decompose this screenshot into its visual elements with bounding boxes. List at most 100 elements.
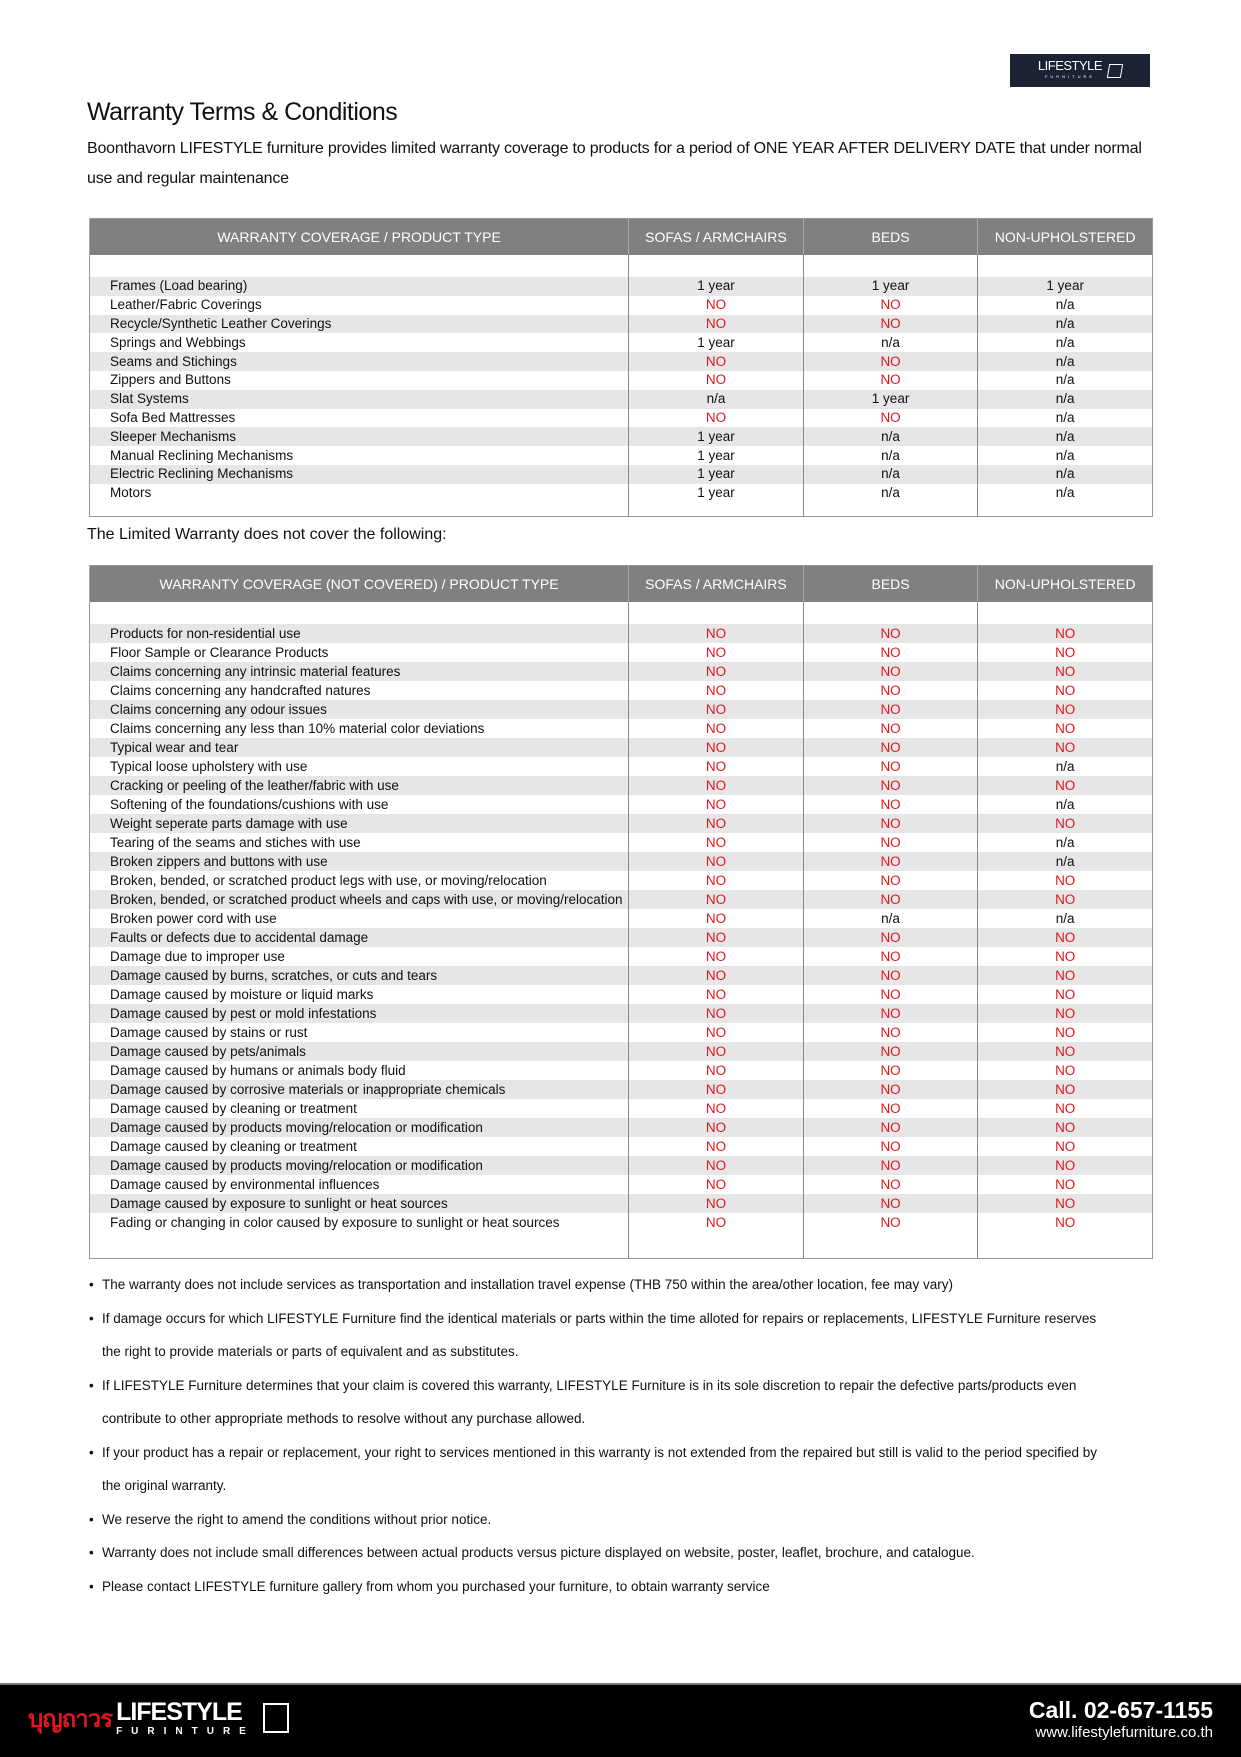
coverage-cell: NO [977, 1156, 1153, 1175]
row-label: Springs and Webbings [110, 334, 246, 350]
row-label: Tearing of the seams and stiches with us… [110, 834, 361, 850]
table-row: Frames (Load bearing) 1 year 1 year 1 year [89, 277, 1153, 296]
row-label: Damage caused by burns, scratches, or cu… [89, 966, 629, 985]
not-covered-heading: The Limited Warranty does not cover the … [87, 526, 447, 543]
coverage-cell: NO [802, 1042, 978, 1061]
coverage-cell: NO [802, 295, 978, 315]
coverage-cell: NO [977, 681, 1153, 700]
table-row: Claims concerning any odour issues NO NO NO [89, 700, 1153, 719]
coverage-cell: NO [802, 643, 978, 662]
coverage-cell: NO [628, 700, 804, 719]
coverage-cell: NO [977, 871, 1153, 890]
note-item: Warranty does not include small differen… [89, 1536, 1159, 1570]
footer: บุญถาวร LIFESTYLE FURINTURE Call. 02-657-… [0, 1683, 1241, 1757]
row-label: Damage caused by environmental influence… [110, 1176, 380, 1192]
table-row: Damage caused by products moving/relocat… [89, 1118, 1153, 1137]
footer-thai-brand: บุญถาวร [28, 1706, 113, 1733]
coverage-cell: NO [628, 1194, 804, 1213]
coverage-cell: NO [977, 966, 1153, 985]
coverage-cell: 1 year [802, 277, 978, 296]
coverage-cell: n/a [628, 389, 804, 409]
table-header-row: WARRANTY COVERAGE / PRODUCT TYPE SOFAS / … [88, 218, 1153, 255]
coverage-cell: NO [802, 833, 978, 852]
row-label: Zippers and Buttons [110, 372, 231, 388]
coverage-cell: NO [628, 1061, 804, 1080]
coverage-cell: n/a [977, 757, 1153, 776]
table-row: Claims concerning any intrinsic material… [89, 662, 1153, 681]
note-text: Warranty does not include small differen… [102, 1545, 975, 1560]
coverage-cell: NO [802, 1213, 978, 1232]
note-item: We reserve the right to amend the condit… [89, 1503, 1159, 1537]
row-label: Leather/Fabric Coverings [110, 297, 262, 313]
coverage-cell: NO [977, 643, 1153, 662]
coverage-cell: NO [977, 928, 1153, 947]
coverage-table: WARRANTY COVERAGE / PRODUCT TYPE SOFAS / … [88, 218, 1153, 517]
coverage-cell: n/a [977, 352, 1153, 371]
row-label: Damage caused by pets/animals [89, 1042, 629, 1061]
coverage-cell: NO [802, 871, 978, 890]
table-row: Damage caused by cleaning or treatment NO… [90, 1099, 1153, 1118]
column-header: WARRANTY COVERAGE (NOT COVERED) / PRODUC… [88, 565, 629, 602]
row-label: Fading or changing in color caused by ex… [110, 1214, 560, 1230]
table-row: Damage caused by burns, scratches, or cu… [89, 966, 1153, 985]
row-label: Damage caused by humans or animals body … [110, 1062, 406, 1078]
table-row: Seams and Stichings NO NO n/a [89, 352, 1153, 371]
notes-list: The warranty does not include services a… [89, 1268, 1159, 1603]
coverage-cell: NO [628, 314, 804, 334]
footer-website[interactable]: www.lifestylefurniture.co.th [1035, 1724, 1213, 1741]
row-label: Damage caused by pest or mold infestatio… [89, 1004, 629, 1023]
column-header: SOFAS / ARMCHAIRS [628, 565, 804, 602]
row-label: Claims concerning any handcrafted nature… [110, 682, 371, 698]
coverage-cell: 1 year [628, 483, 804, 503]
coverage-cell: NO [802, 1004, 978, 1023]
coverage-cell: n/a [802, 483, 978, 503]
page-title: Warranty Terms & Conditions [87, 98, 398, 126]
coverage-cell: NO [628, 966, 804, 985]
row-label: Damage caused by exposure to sunlight or… [89, 1194, 629, 1213]
column-header: SOFAS / ARMCHAIRS [628, 218, 804, 255]
row-label: Damage caused by products moving/relocat… [89, 1118, 629, 1137]
table-row: Tearing of the seams and stiches with us… [90, 833, 1153, 852]
row-label: Floor Sample or Clearance Products [110, 644, 329, 660]
row-label: Faults or defects due to accidental dama… [89, 928, 629, 947]
row-label: Manual Reclining Mechanisms [110, 447, 294, 463]
coverage-cell: NO [977, 719, 1153, 738]
coverage-cell: NO [628, 1042, 804, 1061]
coverage-cell: NO [802, 738, 978, 757]
coverage-cell: NO [802, 1156, 978, 1175]
coverage-cell: NO [977, 662, 1153, 681]
note-item: The warranty does not include services a… [89, 1268, 1159, 1302]
table-row: Weight seperate parts damage with use NO N… [89, 814, 1153, 833]
coverage-cell: NO [628, 1213, 804, 1232]
table-row: Motors 1 year n/a n/a [90, 483, 1153, 503]
coverage-cell: n/a [977, 370, 1153, 390]
footer-brand: LIFESTYLE [116, 1698, 243, 1726]
coverage-cell: NO [802, 985, 978, 1004]
row-label: Damage caused by cleaning or treatment [110, 1138, 357, 1154]
coverage-cell: 1 year [802, 389, 978, 409]
coverage-cell: NO [802, 814, 978, 833]
coverage-cell: NO [628, 909, 804, 928]
coverage-cell: NO [628, 370, 804, 390]
coverage-cell: n/a [977, 464, 1153, 484]
row-label: Broken power cord with use [110, 910, 277, 926]
row-label: Softening of the foundations/cushions wi… [110, 796, 389, 812]
coverage-cell: NO [977, 985, 1153, 1004]
row-label: Sofa Bed Mattresses [110, 409, 236, 425]
row-label: Sleeper Mechanisms [89, 427, 629, 447]
row-label: Claims concerning any less than 10% mate… [110, 720, 485, 736]
table-row: Sleeper Mechanisms 1 year n/a n/a [89, 427, 1153, 447]
row-label: Motors [110, 485, 152, 501]
coverage-cell: NO [802, 776, 978, 795]
row-label: Electric Reclining Mechanisms [89, 464, 629, 484]
coverage-cell: NO [628, 624, 804, 643]
intro-text: Boonthavorn LIFESTYLE furniture provides… [87, 140, 1142, 187]
coverage-cell: NO [977, 1194, 1153, 1213]
row-label: Products for non-residential use [89, 624, 629, 643]
coverage-cell: NO [628, 947, 804, 966]
table-row: Damage caused by cleaning or treatment NO… [90, 1137, 1153, 1156]
footer-phone: Call. 02-657-1155 [1028, 1697, 1213, 1723]
note-text: The warranty does not include services a… [102, 1277, 953, 1292]
table-row: Damage caused by stains or rust NO NO NO [90, 1023, 1153, 1042]
coverage-cell: n/a [802, 427, 978, 447]
